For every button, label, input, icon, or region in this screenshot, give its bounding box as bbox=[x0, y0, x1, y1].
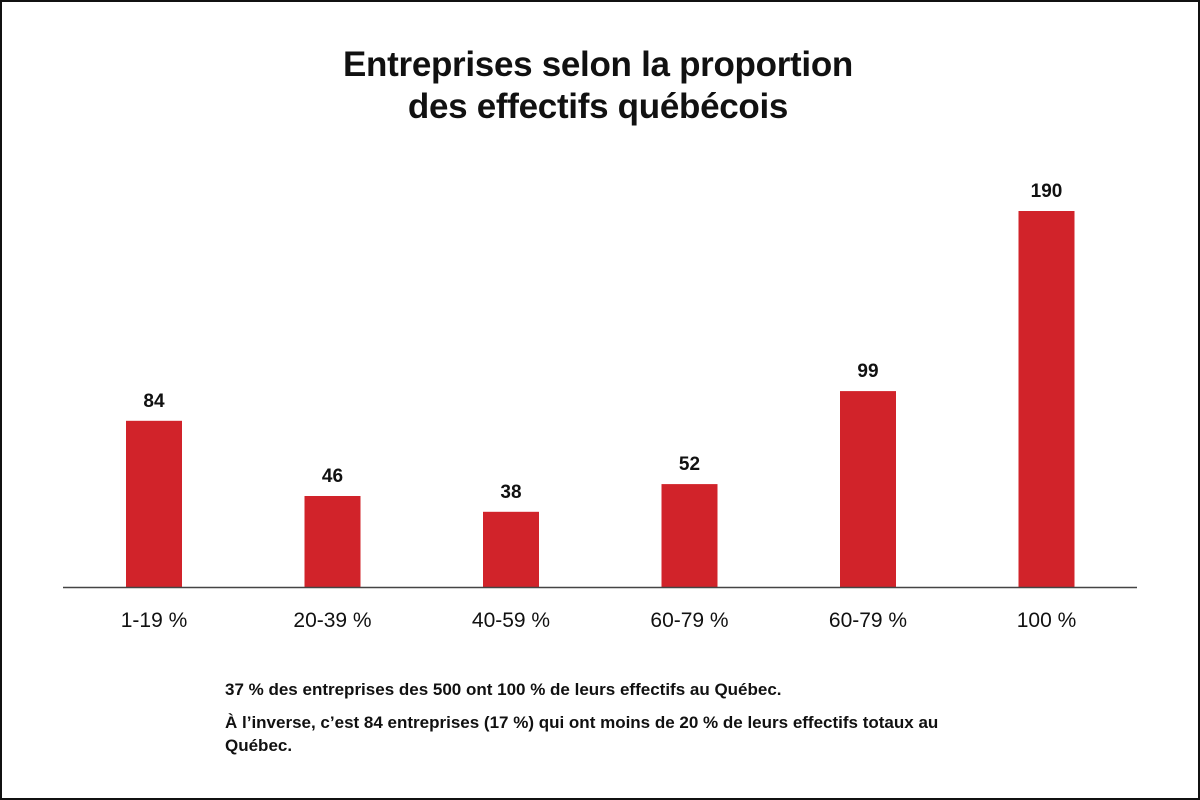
chart-notes: 37 % des entreprises des 500 ont 100 % d… bbox=[225, 678, 985, 767]
x-tick-label-2: 20-39 % bbox=[293, 609, 371, 632]
bar-3 bbox=[483, 511, 539, 587]
x-tick-label-1: 1-19 % bbox=[121, 609, 188, 632]
x-tick-label-4: 60-79 % bbox=[650, 609, 728, 632]
data-label-5: 99 bbox=[857, 361, 878, 382]
data-label-6: 190 bbox=[1031, 181, 1063, 202]
note-2: À l’inverse, c’est 84 entreprises (17 %)… bbox=[225, 713, 939, 755]
bar-5 bbox=[840, 391, 896, 587]
data-label-2: 46 bbox=[322, 466, 343, 487]
x-tick-label-6: 100 % bbox=[1017, 609, 1077, 632]
chart-title-line-1: Entreprises selon la proportion bbox=[343, 45, 853, 84]
x-tick-label-3: 40-59 % bbox=[472, 609, 550, 632]
data-label-4: 52 bbox=[679, 454, 700, 475]
note-1: 37 % des entreprises des 500 ont 100 % d… bbox=[225, 680, 782, 699]
data-label-3: 38 bbox=[500, 482, 521, 503]
data-label-1: 84 bbox=[143, 391, 165, 412]
bar-4 bbox=[661, 484, 718, 587]
bar-1 bbox=[126, 420, 182, 587]
x-tick-label-5: 60-79 % bbox=[829, 609, 907, 632]
chart-title: Entreprises selon la proportion des effe… bbox=[0, 44, 1196, 128]
chart-title-line-2: des effectifs québécois bbox=[407, 87, 789, 126]
bar-6 bbox=[1018, 211, 1075, 587]
bar-2 bbox=[304, 496, 361, 587]
